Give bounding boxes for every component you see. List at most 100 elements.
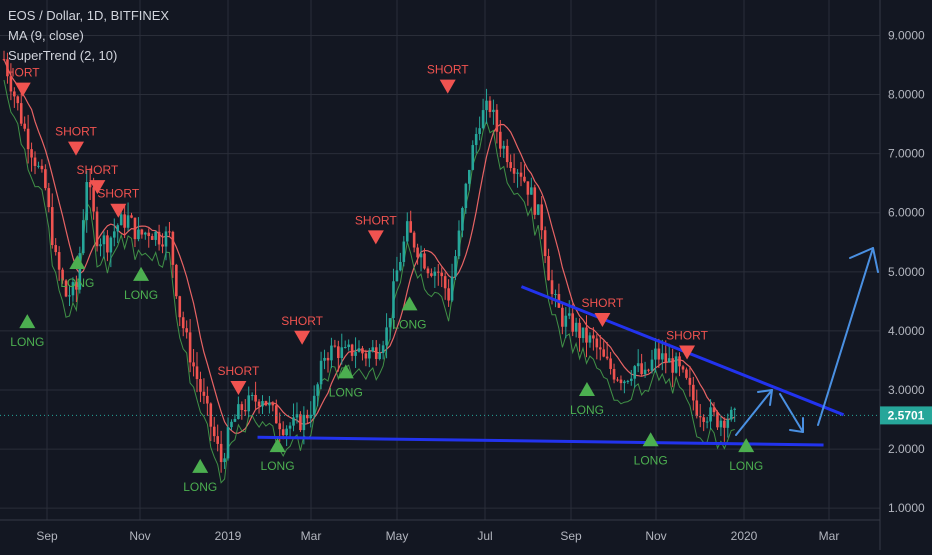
candle-body <box>171 231 175 265</box>
candle-body <box>474 134 478 146</box>
candle-body <box>402 241 406 262</box>
candle-body <box>636 363 640 367</box>
candle-body <box>81 220 85 254</box>
short-signal-label: HORT <box>6 66 40 80</box>
candle-body <box>433 271 437 276</box>
candle-body <box>64 280 68 297</box>
candle-body <box>395 270 399 282</box>
ma-path <box>3 59 735 434</box>
ma-line <box>3 59 735 434</box>
candle-body <box>350 344 354 356</box>
signals: HORT SHORT SHORT SHORT SHORT SHORT SHORT SHORT S… <box>6 63 763 494</box>
candle-body <box>654 348 657 360</box>
candle-body <box>547 256 550 281</box>
projection-arrow-up-1 <box>735 389 773 436</box>
short-signal-label: SHORT <box>76 163 118 177</box>
candle-body <box>212 426 216 437</box>
candle-body <box>192 362 195 367</box>
long-signal-marker <box>337 364 354 379</box>
candle-body <box>705 421 709 423</box>
candle-body <box>564 315 568 327</box>
projection-arrow-down <box>779 393 804 433</box>
candle-body <box>399 261 402 271</box>
candle-body <box>178 296 182 318</box>
candle-body <box>688 377 692 385</box>
candle-body <box>157 231 161 245</box>
candle-body <box>292 417 295 426</box>
candle-body <box>533 187 537 215</box>
candle-body <box>109 237 113 253</box>
last-price-tag <box>880 406 932 425</box>
candle-body <box>561 307 564 327</box>
candle-body <box>723 420 726 428</box>
candle-body <box>175 264 178 297</box>
candle-body <box>40 165 44 170</box>
candle-body <box>247 395 251 412</box>
long-signal-marker <box>69 255 86 269</box>
candle-body <box>405 221 409 242</box>
candle-body <box>443 276 447 289</box>
candle-body <box>9 76 13 92</box>
candle-body <box>574 322 578 332</box>
candle-body <box>326 357 330 361</box>
long-signal-marker <box>19 314 36 329</box>
short-signal-label: SHORT <box>97 187 139 201</box>
supertrend-path <box>3 79 735 484</box>
candle-body <box>264 401 268 406</box>
candle-body <box>423 253 426 269</box>
long-signal-marker <box>401 296 418 311</box>
candle-body <box>23 123 26 129</box>
candle-body <box>530 187 533 195</box>
candle-body <box>712 407 716 413</box>
candle-body <box>50 207 54 246</box>
candle-body <box>226 427 230 459</box>
candle-body <box>505 145 509 163</box>
candle-body <box>719 420 723 428</box>
candle-body <box>426 268 430 274</box>
candle-body <box>92 187 95 212</box>
candle-body <box>30 149 33 158</box>
candle-body <box>567 313 571 316</box>
candle-body <box>185 328 188 333</box>
legend-ma: MA (9, close) <box>8 28 84 43</box>
candle-body <box>685 369 688 378</box>
candle-body <box>261 401 264 407</box>
long-signal-label: LONG <box>634 453 668 467</box>
long-signal-marker <box>192 458 209 473</box>
candle-body <box>119 214 123 226</box>
short-signal-label: SHORT <box>666 329 708 343</box>
short-signal-label: SHORT <box>55 125 97 139</box>
candle-body <box>657 348 661 360</box>
candle-body <box>133 217 137 240</box>
candle-body <box>281 429 285 436</box>
candle-body <box>430 273 433 276</box>
candle-body <box>571 313 574 332</box>
short-signal-marker <box>594 313 611 328</box>
short-signal-marker <box>14 82 31 97</box>
projection-arrow-up-2 <box>817 247 874 426</box>
candle-body <box>130 215 133 218</box>
y-tick-label: 8.0000 <box>888 88 925 102</box>
candle-body <box>219 443 223 463</box>
candle-body <box>188 332 192 363</box>
candle-body <box>144 232 147 235</box>
candle-body <box>492 109 495 112</box>
y-tick-label: 5.0000 <box>888 265 925 279</box>
candle-body <box>168 231 171 233</box>
candle-body <box>164 231 168 247</box>
x-tick-label: Sep <box>36 529 58 543</box>
candle-body <box>436 271 440 273</box>
long-signal-label: LONG <box>183 480 217 494</box>
candle-body <box>692 384 695 401</box>
y-tick-label: 9.0000 <box>888 28 925 42</box>
candle-body <box>392 281 395 319</box>
candle-body <box>526 181 530 195</box>
x-tick-label: Nov <box>645 529 666 543</box>
long-signal-label: LONG <box>570 403 604 417</box>
candle-body <box>709 407 712 422</box>
candle-body <box>230 421 233 428</box>
short-signal-marker <box>679 345 696 360</box>
candle-body <box>661 353 664 360</box>
